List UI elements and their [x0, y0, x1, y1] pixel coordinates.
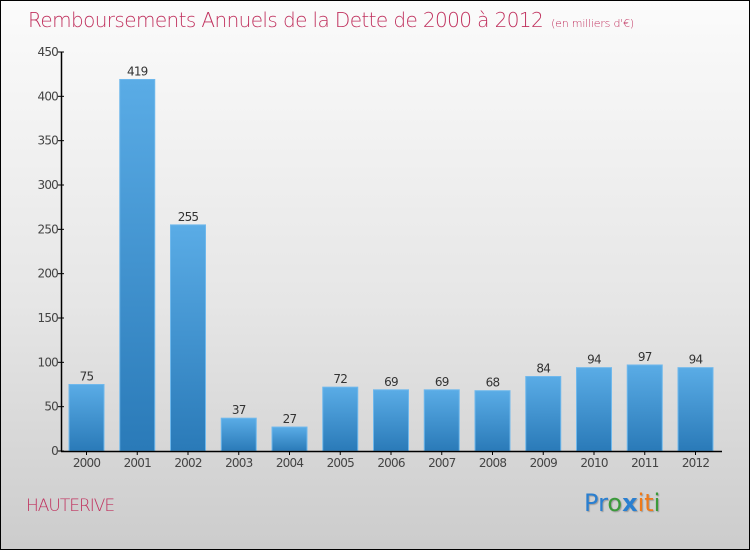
- x-tick-label-2008: 2008: [479, 456, 507, 470]
- value-label-2001: 419: [127, 64, 148, 78]
- value-label-2004: 27: [283, 412, 297, 426]
- bar-2010: [576, 367, 612, 452]
- town-name: HAUTERIVE: [26, 496, 115, 516]
- value-label-2002: 255: [178, 210, 199, 224]
- bar-2004: [271, 426, 308, 452]
- x-tick-label-2002: 2002: [174, 456, 202, 470]
- logo-letter: i: [637, 489, 645, 517]
- x-tick-label-2001: 2001: [124, 456, 152, 470]
- bar-2000: [68, 384, 105, 452]
- bar-2003: [220, 417, 257, 452]
- logo-letter: i: [653, 489, 661, 517]
- bar-2009: [525, 376, 562, 452]
- x-tick-label-2005: 2005: [327, 456, 355, 470]
- logo-letter: P: [584, 489, 599, 517]
- y-tick-label-250: 250: [37, 222, 58, 236]
- logo-letter: o: [607, 489, 623, 517]
- y-tick-label-0: 0: [51, 444, 58, 458]
- x-axis: 2000 2001 2002 2003 2004 2005 2006 2007 2008 2009…: [61, 450, 722, 470]
- value-labels: 75 419 255 37 27 72 69 69 68 84 94 97 94: [80, 64, 704, 426]
- x-tick-label-2012: 2012: [682, 456, 710, 470]
- y-tick-label-300: 300: [37, 178, 58, 192]
- value-label-2009: 84: [536, 362, 550, 376]
- y-tick-label-50: 50: [44, 400, 58, 414]
- x-tick-label-2009: 2009: [530, 456, 558, 470]
- logo-letter: r: [598, 489, 608, 517]
- value-label-2003: 37: [232, 403, 246, 417]
- x-tick-label-2003: 2003: [225, 456, 253, 470]
- bar-2001: [119, 78, 156, 452]
- value-label-2005: 72: [333, 372, 347, 386]
- bars-group: [68, 78, 714, 452]
- chart-title-text: Remboursements Annuels de la Dette de 20…: [28, 8, 544, 32]
- bar-2011: [626, 364, 663, 452]
- value-label-2007: 69: [435, 375, 449, 389]
- x-tick-label-2004: 2004: [276, 456, 304, 470]
- x-tick-label-2000: 2000: [73, 456, 101, 470]
- x-tick-label-2007: 2007: [428, 456, 456, 470]
- y-tick-label-150: 150: [37, 311, 58, 325]
- proxiti-logo[interactable]: Proxiti: [584, 489, 660, 517]
- bar-2008: [474, 390, 511, 452]
- value-label-2010: 94: [587, 353, 601, 367]
- chart-title: Remboursements Annuels de la Dette de 20…: [28, 8, 634, 32]
- bar-2002: [170, 224, 206, 452]
- bar-2007: [423, 389, 460, 452]
- value-label-2000: 75: [80, 370, 94, 384]
- value-label-2006: 69: [384, 375, 398, 389]
- y-tick-label-400: 400: [37, 89, 58, 103]
- x-tick-label-2011: 2011: [631, 456, 659, 470]
- y-tick-label-350: 350: [37, 134, 58, 148]
- bar-2012: [677, 367, 714, 452]
- logo-letter: t: [644, 489, 654, 517]
- y-tick-label-200: 200: [37, 267, 58, 281]
- y-axis: 0 50 100 150 200 250 300 350 400 450: [37, 45, 64, 458]
- bar-2005: [322, 386, 359, 452]
- value-label-2012: 94: [689, 353, 703, 367]
- chart-unit-note: (en milliers d'€): [551, 17, 634, 30]
- y-tick-label-450: 450: [37, 45, 58, 59]
- value-label-2011: 97: [638, 350, 652, 364]
- x-tick-label-2006: 2006: [377, 456, 405, 470]
- x-tick-label-2010: 2010: [580, 456, 608, 470]
- value-label-2008: 68: [486, 376, 500, 390]
- logo-letter: x: [622, 489, 638, 517]
- y-tick-label-100: 100: [37, 355, 58, 369]
- bar-2006: [373, 389, 409, 452]
